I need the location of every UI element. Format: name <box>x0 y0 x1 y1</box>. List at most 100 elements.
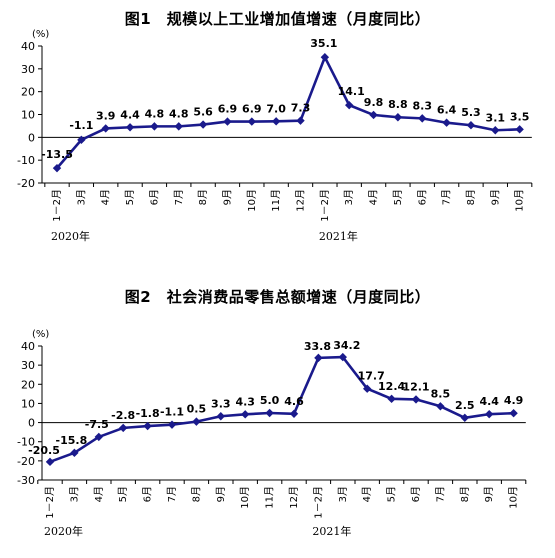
x-tick-label: 8月 <box>197 189 209 205</box>
data-point <box>192 417 201 426</box>
x-tick-label: 9月 <box>215 486 227 502</box>
x-tick-label: 11月 <box>270 189 282 212</box>
chart-title: 图1 规模以上工业增加值增速（月度同比） <box>124 10 431 28</box>
data-label: 12.1 <box>402 380 429 393</box>
y-tick-label: -30 <box>17 474 35 487</box>
x-tick-label: 4月 <box>100 189 112 205</box>
y-axis-unit: (%) <box>32 329 49 340</box>
data-point <box>45 457 55 467</box>
year-label: 2021年 <box>312 524 351 538</box>
x-tick-label: 4月 <box>368 189 380 205</box>
data-label: 8.8 <box>388 98 408 111</box>
data-label: 9.8 <box>364 96 384 109</box>
data-point <box>119 423 128 433</box>
data-label: 34.2 <box>333 339 360 352</box>
year-label: 2020年 <box>44 524 83 538</box>
data-point <box>515 125 524 134</box>
data-label: 6.9 <box>218 103 238 116</box>
data-point <box>314 353 323 363</box>
data-point <box>442 118 451 127</box>
x-tick-label: 7月 <box>441 189 453 205</box>
x-tick-label: 9月 <box>221 189 233 205</box>
x-tick-label: 6月 <box>410 486 422 502</box>
data-label: 3.9 <box>96 109 116 122</box>
data-label: -20.5 <box>28 444 60 457</box>
data-label: 3.5 <box>510 110 530 123</box>
y-tick-label: 20 <box>21 378 35 391</box>
y-tick-label: -10 <box>17 436 35 449</box>
x-tick-label: 6月 <box>142 486 154 502</box>
x-tick-label: 10月 <box>239 486 251 509</box>
y-axis-unit: (%) <box>32 29 49 40</box>
x-tick-label: 3月 <box>75 189 87 205</box>
y-tick-label: 10 <box>21 397 35 410</box>
data-label: 4.8 <box>145 107 165 120</box>
chart-canvas: 40 30 20 10 0 -10 -20 (%) 1－2月 3月 4月 5月 6月 7月 8月 9月 10月 1… <box>17 29 533 243</box>
x-tick-label: 4月 <box>93 486 105 502</box>
data-label: 5.6 <box>193 106 213 119</box>
data-point <box>216 412 225 421</box>
data-label: -1.8 <box>136 407 160 420</box>
data-point <box>77 135 86 145</box>
y-tick-label: 10 <box>21 109 35 122</box>
x-tick-label: 7月 <box>173 189 185 205</box>
data-label: -13.5 <box>41 148 73 161</box>
data-point <box>52 163 62 173</box>
data-point <box>411 395 421 404</box>
x-tick-label: 5月 <box>124 189 136 205</box>
data-point <box>363 384 372 393</box>
data-point <box>460 413 469 422</box>
x-tick-label: 5月 <box>386 486 398 502</box>
x-tick-label: 12月 <box>288 486 300 509</box>
x-tick-label: 3月 <box>68 486 80 502</box>
x-tick-label: 5月 <box>117 486 129 502</box>
data-point <box>271 117 281 126</box>
chart-canvas: 40 30 20 10 0 -10 -20 -30 (%) 1－2月 3月 4月 5月 6月 7月 8月 9月 1… <box>17 329 527 538</box>
data-label: 0.5 <box>187 403 207 416</box>
x-tick-label: 1－2月 <box>319 189 331 222</box>
data-point <box>143 421 152 431</box>
x-tick-label: 9月 <box>489 189 501 205</box>
data-label: -7.5 <box>85 418 109 431</box>
data-point <box>70 448 79 458</box>
data-label: -15.8 <box>56 434 88 447</box>
data-point <box>289 409 299 418</box>
data-label: 2.5 <box>455 399 475 412</box>
data-label: -2.8 <box>111 409 135 422</box>
data-point <box>247 117 256 126</box>
y-tick-label: 20 <box>21 86 35 99</box>
data-label: 5.0 <box>260 394 280 407</box>
data-label: 4.6 <box>284 395 304 408</box>
y-tick-label: 0 <box>28 417 35 430</box>
x-tick-label: 7月 <box>166 486 178 502</box>
data-point <box>101 124 110 133</box>
data-label: 8.5 <box>431 387 451 400</box>
x-tick-label: 8月 <box>190 486 202 502</box>
data-label: 5.3 <box>461 106 481 119</box>
data-label: 17.7 <box>358 370 385 383</box>
data-point <box>223 117 232 126</box>
y-tick-label: 40 <box>21 340 35 353</box>
x-tick-label: 1－2月 <box>51 189 63 222</box>
y-tick-label: 40 <box>21 40 35 53</box>
data-label: 7.3 <box>291 102 311 115</box>
x-tick-label: 9月 <box>483 486 495 502</box>
x-tick-label: 11月 <box>264 486 276 509</box>
data-point <box>345 100 354 110</box>
year-label: 2021年 <box>319 229 358 243</box>
data-label: 6.9 <box>242 103 262 116</box>
x-tick-label: 8月 <box>465 189 477 205</box>
x-tick-label: 10月 <box>246 189 258 212</box>
x-tick-label: 10月 <box>514 189 526 212</box>
x-tick-label: 12月 <box>295 189 307 212</box>
data-label: 33.8 <box>304 340 331 353</box>
data-point <box>241 410 250 419</box>
data-point <box>167 420 177 429</box>
data-label: 7.0 <box>266 102 286 115</box>
x-tick-label: 6月 <box>148 189 160 205</box>
data-label: 3.3 <box>211 397 231 410</box>
data-point <box>338 352 347 362</box>
x-tick-label: 5月 <box>392 189 404 205</box>
data-label: 4.8 <box>169 107 189 120</box>
data-point <box>265 408 274 418</box>
